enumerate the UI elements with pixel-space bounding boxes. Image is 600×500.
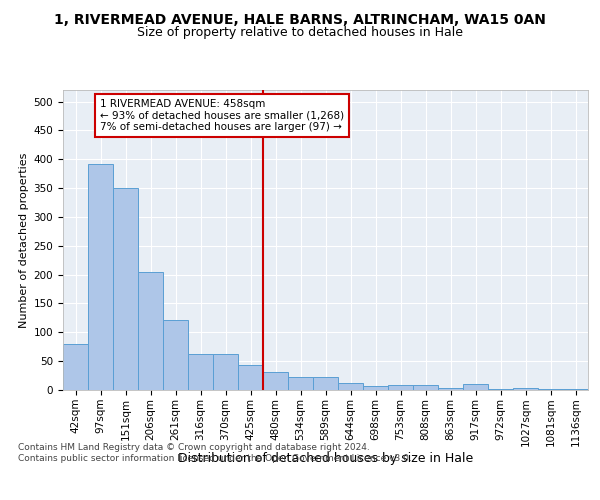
Bar (363, 386, 388, 390)
Text: 1, RIVERMEAD AVENUE, HALE BARNS, ALTRINCHAM, WA15 0AN: 1, RIVERMEAD AVENUE, HALE BARNS, ALTRINC… (54, 12, 546, 26)
Bar (238, 365, 263, 390)
Text: Size of property relative to detached houses in Hale: Size of property relative to detached ho… (137, 26, 463, 39)
Bar (388, 386, 413, 390)
Y-axis label: Number of detached properties: Number of detached properties (19, 152, 29, 328)
Bar (463, 384, 488, 390)
Bar (88, 164, 113, 390)
Bar (263, 372, 288, 390)
X-axis label: Distribution of detached houses by size in Hale: Distribution of detached houses by size … (178, 452, 473, 465)
Bar (338, 382, 363, 390)
Bar (313, 376, 338, 390)
Bar (438, 388, 463, 390)
Bar (513, 388, 538, 390)
Bar (213, 354, 238, 390)
Bar (138, 272, 163, 390)
Bar (188, 354, 213, 390)
Bar (288, 378, 313, 390)
Bar (113, 188, 138, 390)
Bar (413, 386, 438, 390)
Bar (163, 320, 188, 390)
Bar (63, 344, 88, 390)
Text: 1 RIVERMEAD AVENUE: 458sqm
← 93% of detached houses are smaller (1,268)
7% of se: 1 RIVERMEAD AVENUE: 458sqm ← 93% of deta… (100, 99, 344, 132)
Bar (563, 389, 588, 390)
Text: Contains HM Land Registry data © Crown copyright and database right 2024.
Contai: Contains HM Land Registry data © Crown c… (18, 442, 412, 464)
Bar (488, 389, 513, 390)
